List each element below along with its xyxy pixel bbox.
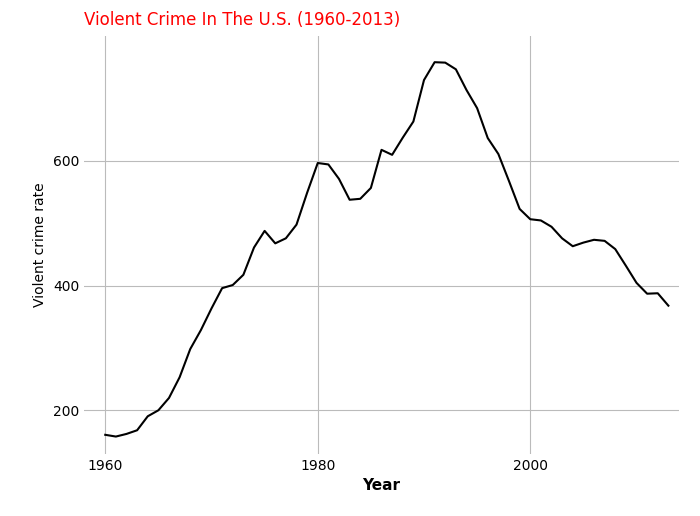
Y-axis label: Violent crime rate: Violent crime rate [33,183,47,308]
Text: Violent Crime In The U.S. (1960-2013): Violent Crime In The U.S. (1960-2013) [84,11,400,29]
X-axis label: Year: Year [363,478,400,493]
